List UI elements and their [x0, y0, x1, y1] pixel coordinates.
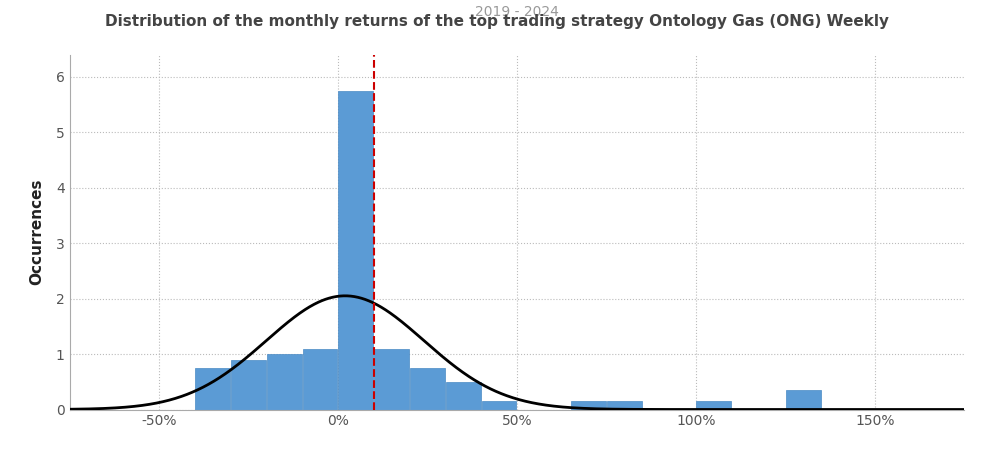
Bar — [375, 349, 409, 410]
Bar — [267, 354, 301, 410]
Bar — [196, 368, 230, 410]
Bar — [411, 368, 444, 410]
Bar — [607, 401, 641, 410]
Bar — [572, 401, 605, 410]
Bar — [446, 382, 480, 410]
Y-axis label: Occurrences: Occurrences — [30, 179, 45, 285]
Bar — [482, 401, 516, 410]
Text: Distribution of the monthly returns of the top trading strategy Ontology Gas (ON: Distribution of the monthly returns of t… — [105, 14, 889, 29]
Bar — [232, 359, 265, 410]
Bar — [339, 91, 373, 410]
Bar — [786, 390, 820, 410]
Bar — [303, 349, 337, 410]
Bar — [697, 401, 731, 410]
Title: 2019 - 2024: 2019 - 2024 — [475, 5, 559, 19]
